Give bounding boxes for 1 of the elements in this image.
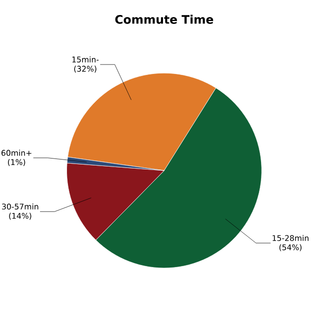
chart-title: Commute Time [115,14,214,24]
